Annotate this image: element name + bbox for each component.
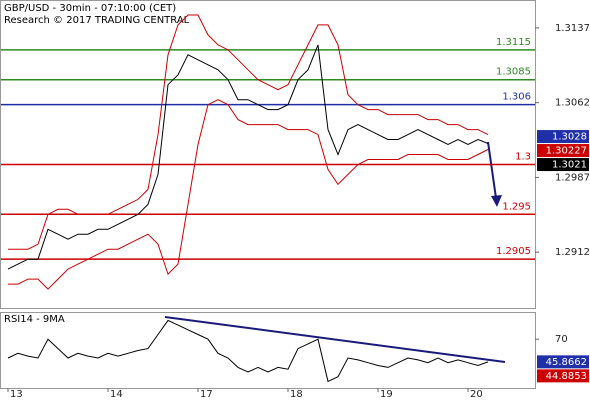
main-panel <box>0 0 536 309</box>
price-tag-label: 1.30227 <box>546 146 587 157</box>
x-tick-label: 19 <box>380 389 393 400</box>
level-label: 1.3115 <box>496 37 531 48</box>
series-line <box>8 14 489 250</box>
x-tick-label: 20 <box>470 389 483 400</box>
x-tick-label: 17 <box>200 389 213 400</box>
y-tick-label: 1.3137 <box>555 23 590 34</box>
series-line <box>7 319 489 383</box>
x-tick-label: 14 <box>110 389 123 400</box>
price-tag-label: 1.3028 <box>552 132 587 143</box>
price-tag <box>537 355 589 369</box>
level-label: 1.3085 <box>496 67 531 78</box>
rsi-title: RSI14 - 9MA <box>4 314 65 325</box>
price-tag-label: 44.8853 <box>546 371 587 382</box>
price-tag-label: 45.8662 <box>546 357 587 368</box>
y-tick-label: 1.3062 <box>555 98 590 109</box>
y-tick-label: 1.2987 <box>555 172 590 183</box>
price-tag <box>537 369 589 383</box>
series-line <box>7 44 489 270</box>
x-tick-label: 13 <box>10 389 23 400</box>
x-tick-label: 18 <box>290 389 303 400</box>
forecast-arrow <box>487 141 497 199</box>
chart-subtitle: Research © 2017 TRADING CENTRAL <box>4 15 190 26</box>
level-label: 1.3 <box>515 151 531 162</box>
price-tag <box>537 144 589 158</box>
y-tick-label: 70 <box>555 334 568 345</box>
price-tag <box>537 158 589 172</box>
y-tick-label: 1.2912 <box>555 247 590 258</box>
series-line <box>8 99 489 290</box>
forecast-arrow-head <box>491 195 502 207</box>
rsi-panel <box>0 312 536 389</box>
rsi-trendline <box>164 316 506 363</box>
level-label: 1.2905 <box>496 246 531 257</box>
price-tag-label: 1.3021 <box>552 160 587 171</box>
level-label: 1.295 <box>502 201 531 212</box>
price-tag <box>537 130 589 144</box>
chart-title: GBP/USD - 30min - 07:10:00 (CET) <box>4 3 176 14</box>
level-label: 1.306 <box>502 92 531 103</box>
